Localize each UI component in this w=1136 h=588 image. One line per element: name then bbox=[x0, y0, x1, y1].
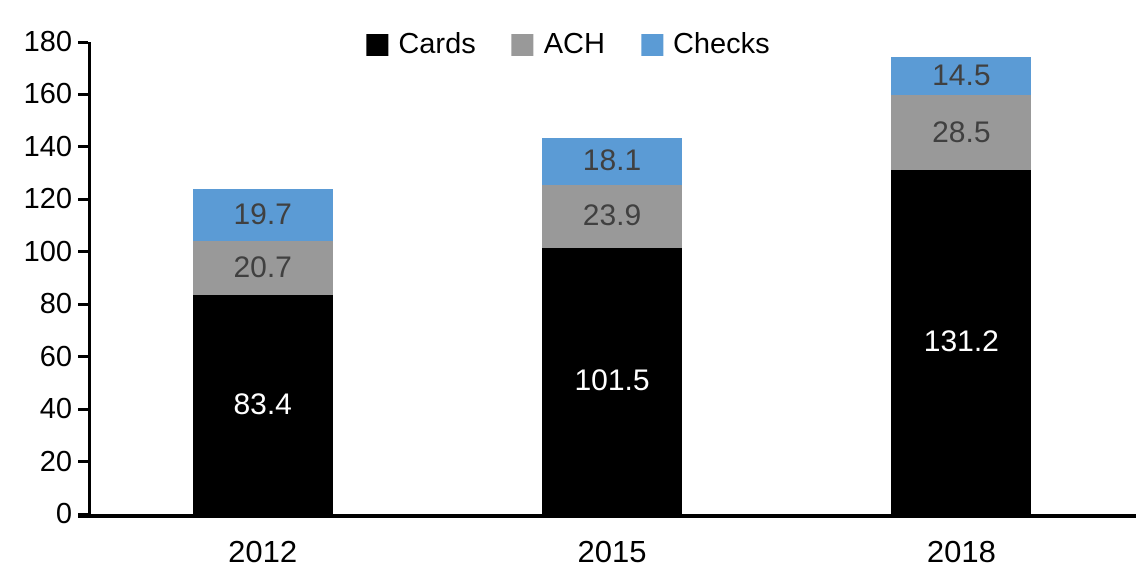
y-axis-tick-label: 80 bbox=[39, 288, 72, 321]
y-axis-tick-label: 120 bbox=[23, 183, 72, 216]
legend-label: Cards bbox=[398, 28, 476, 60]
legend-item-cards: Cards bbox=[366, 28, 476, 60]
y-axis-tick-label: 160 bbox=[23, 78, 72, 111]
bar-segment-cards-2015: 101.5 bbox=[542, 247, 682, 514]
y-axis-tick bbox=[78, 512, 88, 516]
x-axis-category-label: 2015 bbox=[577, 534, 647, 569]
x-axis-category-label: 2012 bbox=[228, 534, 298, 569]
bar-segment-ach-2015: 23.9 bbox=[542, 185, 682, 248]
y-axis-tick-label: 140 bbox=[23, 130, 72, 163]
y-axis-labels: 0 20 40 60 80 100 120 140 160 180 bbox=[0, 28, 86, 529]
bar-value-label: 131.2 bbox=[923, 324, 999, 358]
y-axis-tick-label: 100 bbox=[23, 235, 72, 268]
bar-segment-checks-2012: 19.7 bbox=[192, 189, 333, 242]
legend-item-checks: Checks bbox=[640, 28, 770, 60]
legend-swatch-icon bbox=[511, 33, 534, 56]
x-axis-labels: 2012 2015 2018 bbox=[88, 534, 1136, 574]
bar-value-label: 101.5 bbox=[574, 363, 650, 397]
y-axis-tick bbox=[78, 355, 88, 359]
bar-value-label: 28.5 bbox=[932, 115, 991, 149]
bar-value-label: 19.7 bbox=[233, 198, 292, 232]
y-axis-tick-label: 20 bbox=[39, 445, 72, 478]
bar-segment-cards-2012: 83.4 bbox=[192, 295, 333, 514]
bar-segment-cards-2018: 131.2 bbox=[891, 169, 1032, 514]
x-axis-category-label: 2018 bbox=[926, 534, 996, 569]
bar-value-label: 14.5 bbox=[932, 59, 991, 93]
x-axis-line bbox=[78, 514, 1136, 518]
legend-item-ach: ACH bbox=[511, 28, 605, 60]
y-axis-tick-label: 180 bbox=[23, 26, 72, 58]
legend-swatch-icon bbox=[640, 33, 663, 56]
y-axis-tick bbox=[78, 197, 88, 201]
bar-segment-checks-2018: 14.5 bbox=[891, 57, 1032, 96]
legend: Cards ACH Checks bbox=[366, 28, 770, 60]
y-axis-tick bbox=[78, 92, 88, 96]
legend-label: ACH bbox=[543, 28, 605, 60]
bar-segment-ach-2012: 20.7 bbox=[192, 241, 333, 296]
bar-segment-ach-2018: 28.5 bbox=[891, 95, 1032, 170]
y-axis-tick bbox=[78, 40, 88, 44]
plot-area: 19.7 20.7 83.4 18.1 23.9 101.5 14.5 28.5 131.2 bbox=[78, 40, 1136, 518]
bar-value-label: 23.9 bbox=[582, 199, 642, 233]
legend-label: Checks bbox=[672, 28, 770, 60]
y-axis-tick bbox=[78, 407, 88, 411]
bar-stack-2018: 14.5 28.5 131.2 bbox=[891, 57, 1032, 514]
bar-stack-2012: 19.7 20.7 83.4 bbox=[192, 189, 333, 514]
bar-value-label: 83.4 bbox=[233, 387, 292, 421]
y-axis-tick-label: 0 bbox=[55, 498, 72, 530]
bar-value-label: 20.7 bbox=[233, 251, 292, 285]
y-axis-tick bbox=[78, 302, 88, 306]
y-axis-tick bbox=[78, 460, 88, 464]
y-axis-tick bbox=[78, 145, 88, 149]
y-axis-tick bbox=[78, 250, 88, 254]
bar-segment-checks-2015: 18.1 bbox=[542, 137, 682, 186]
bar-value-label: 18.1 bbox=[582, 144, 642, 178]
legend-swatch-icon bbox=[366, 33, 389, 56]
y-axis-tick-label: 60 bbox=[39, 340, 72, 373]
y-axis-line bbox=[88, 42, 91, 517]
bar-stack-2015: 18.1 23.9 101.5 bbox=[542, 137, 682, 514]
y-axis-tick-label: 40 bbox=[39, 393, 72, 426]
